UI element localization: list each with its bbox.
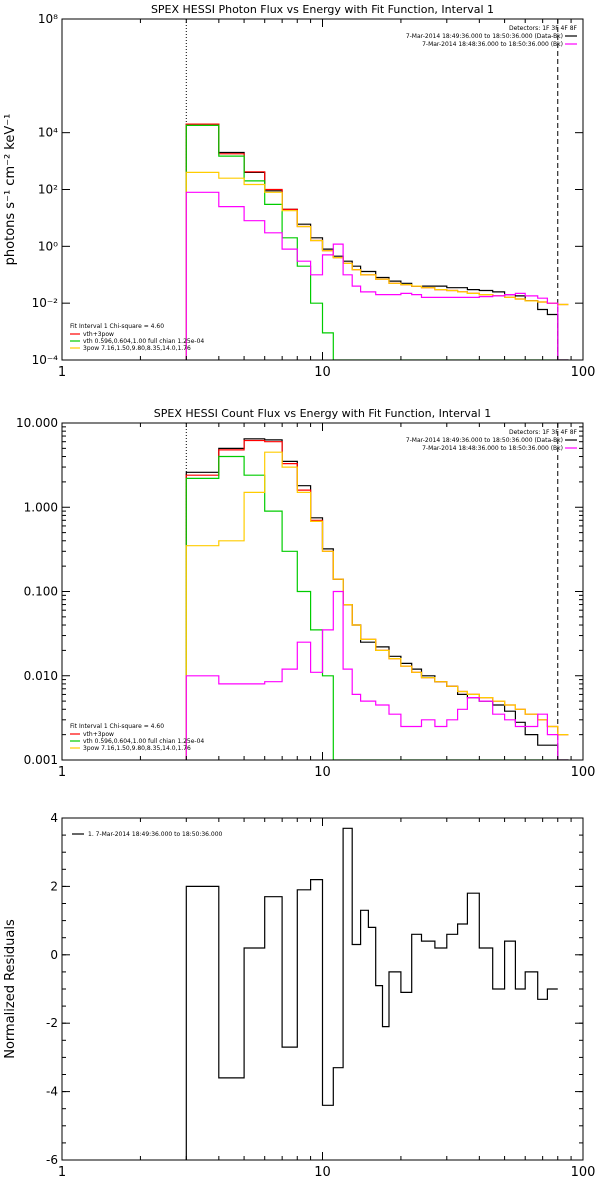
y-tick-label: 10⁴ xyxy=(38,126,58,140)
legend-entry-label: vth+3pow xyxy=(83,731,114,738)
plot-area xyxy=(185,19,569,360)
y-tick-label: -4 xyxy=(46,1085,58,1099)
legend-entry-label: 7-Mar-2014 18:49:36.000 to 18:50:36.000 … xyxy=(406,437,563,444)
series-bk-line xyxy=(185,590,569,760)
series-3pow-line xyxy=(185,451,569,760)
legend-header: Detectors: 1F 3F 4F 8F xyxy=(509,25,578,32)
y-tick-label: -6 xyxy=(46,1153,58,1167)
y-axis-label: Normalized Residuals xyxy=(3,919,18,1059)
plot-area xyxy=(185,423,569,760)
y-tick-label: 10.000 xyxy=(16,416,58,430)
legend-entry-label: 1. 7-Mar-2014 18:49:36.000 to 18:50:36.0… xyxy=(88,831,223,838)
series-vth-3pow-line xyxy=(185,439,569,760)
y-tick-label: 1.000 xyxy=(24,500,58,514)
series-bk-line xyxy=(185,191,569,360)
y-axis-label: photons s⁻¹ cm⁻² keV⁻¹ xyxy=(3,114,18,266)
legend-top-right: Detectors: 1F 3F 4F 8F7-Mar-2014 18:49:3… xyxy=(406,429,578,452)
series-1--line xyxy=(185,827,558,1160)
legend-header: Fit Interval 1 Chi-square = 4.60 xyxy=(70,723,164,730)
chart-panel-2: SPEX HESSI Count Flux vs Energy with Fit… xyxy=(16,407,595,780)
legend-entry-label: 7-Mar-2014 18:49:36.000 to 18:50:36.000 … xyxy=(406,33,563,40)
legend-entry-label: vth 0.596,0.604,1.00 full chian 1.25e-04 xyxy=(83,338,204,345)
x-tick-label: 100 xyxy=(571,1165,596,1180)
y-tick-label: 10⁻⁴ xyxy=(32,353,59,367)
y-tick-label: 0.010 xyxy=(24,669,58,683)
y-tick-label: 0 xyxy=(50,948,58,962)
chart-panel-3: 1 10 100 -6 -4 -2 0 2 4 Normalized Residuals 1. 7-… xyxy=(3,811,595,1180)
legend-bottom-left: Fit Interval 1 Chi-square = 4.60vth+3pow… xyxy=(70,323,204,352)
x-tick-label: 1 xyxy=(58,365,66,380)
x-tick-label: 1 xyxy=(58,765,66,780)
series-3pow-line xyxy=(185,171,569,360)
legend-header: Fit Interval 1 Chi-square = 4.60 xyxy=(70,323,164,330)
series-data-bk-line xyxy=(185,438,569,760)
y-tick-label: 10⁰ xyxy=(38,239,58,253)
series-vth-line xyxy=(185,124,569,360)
y-tick-label: 10² xyxy=(38,183,58,197)
x-tick-label: 100 xyxy=(571,765,596,780)
x-tick-label: 1 xyxy=(58,1165,66,1180)
plot-area xyxy=(185,827,558,1160)
legend-entry-label: vth+3pow xyxy=(83,331,114,338)
chart-title: SPEX HESSI Count Flux vs Energy with Fit… xyxy=(154,407,491,420)
legend-bottom-left: Fit Interval 1 Chi-square = 4.60vth+3pow… xyxy=(70,723,204,752)
legend-entry-label: 7-Mar-2014 18:48:36.000 to 18:50:36.000 … xyxy=(422,445,563,452)
chart-panel-1: SPEX HESSI Photon Flux vs Energy with Fi… xyxy=(3,3,595,380)
x-tick-label: 100 xyxy=(571,365,596,380)
y-tick-label: 2 xyxy=(50,879,58,893)
x-tick-label: 10 xyxy=(314,365,331,380)
y-tick-label: -2 xyxy=(46,1016,58,1030)
y-tick-label: 10⁸ xyxy=(38,12,58,26)
legend-top-right: Detectors: 1F 3F 4F 8F7-Mar-2014 18:49:3… xyxy=(406,25,578,48)
legend-entry-label: 7-Mar-2014 18:48:36.000 to 18:50:36.000 … xyxy=(422,41,563,48)
x-tick-label: 10 xyxy=(314,1165,331,1180)
x-tick-label: 10 xyxy=(314,765,331,780)
y-tick-label: 0.100 xyxy=(24,585,58,599)
legend-entry-label: 3pow 7.16,1.50,9.80,8.35,14.0,1.76 xyxy=(83,345,191,352)
legend-header: Detectors: 1F 3F 4F 8F xyxy=(509,429,578,436)
legend: 1. 7-Mar-2014 18:49:36.000 to 18:50:36.0… xyxy=(72,831,223,838)
y-tick-label: 4 xyxy=(50,811,58,825)
y-tick-label: 0.001 xyxy=(24,753,58,767)
y-tick-label: 10⁻² xyxy=(32,296,59,310)
legend-entry-label: 3pow 7.16,1.50,9.80,8.35,14.0,1.76 xyxy=(83,745,191,752)
legend-entry-label: vth 0.596,0.604,1.00 full chian 1.25e-04 xyxy=(83,738,204,745)
chart-title: SPEX HESSI Photon Flux vs Energy with Fi… xyxy=(151,3,494,16)
